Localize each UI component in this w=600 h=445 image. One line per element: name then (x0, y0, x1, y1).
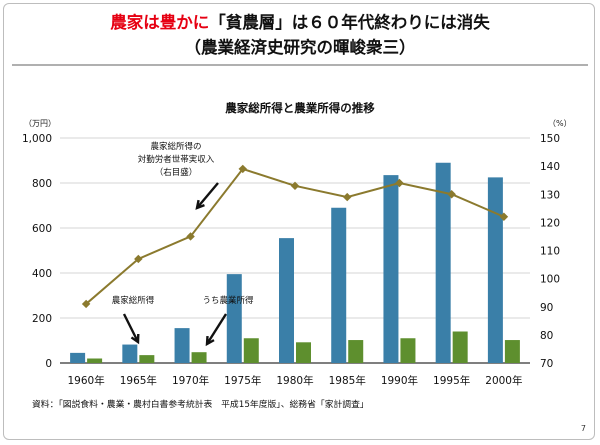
bar-farm-income (139, 355, 155, 363)
slide-title: 農家は豊かに「貧農層」は６０年代終わりには消失 (0, 9, 600, 33)
x-tick-label: 1995年 (433, 374, 470, 387)
title-divider (12, 64, 588, 66)
ratio-annotation-arrow-head (195, 199, 205, 210)
ratio-point (342, 192, 352, 202)
ratio-line-annotation: （右目盛） (155, 167, 198, 178)
x-tick-label: 1980年 (276, 374, 313, 387)
ratio-point (290, 181, 300, 191)
farm-income-arrow-head (205, 335, 215, 347)
bar-total-income (122, 344, 138, 363)
x-tick-label: 1960年 (67, 374, 104, 387)
right-tick-label: 80 (540, 330, 553, 342)
right-tick-label: 130 (540, 189, 560, 201)
slide-subtitle: （農業経済史研究の暉峻衆三） (184, 38, 416, 57)
bar-total-income (331, 207, 347, 363)
bar-farm-income (452, 331, 468, 363)
chart-title: 農家総所得と農業所得の推移 (225, 101, 375, 115)
x-tick-label: 1970年 (172, 374, 209, 387)
title-rest: 「貧農層」は６０年代終わりには消失 (209, 13, 490, 32)
total-income-annotation: 農家総所得 (112, 295, 155, 306)
x-tick-label: 1965年 (120, 374, 157, 387)
ratio-line-annotation: 農家総所得の (150, 141, 201, 152)
x-tick-label: 1990年 (381, 374, 418, 387)
left-tick-label: 200 (32, 313, 52, 325)
bar-total-income (383, 175, 399, 363)
bar-total-income (435, 162, 451, 363)
bar-total-income (70, 352, 86, 363)
ratio-point (186, 232, 195, 241)
bar-farm-income (400, 338, 416, 363)
right-tick-label: 150 (540, 133, 560, 145)
right-axis-unit: （%） (548, 119, 572, 128)
page-number: 7 (580, 424, 586, 433)
left-tick-label: 400 (32, 268, 52, 280)
bar-farm-income (191, 352, 207, 363)
ratio-point (395, 178, 404, 188)
bar-total-income (174, 328, 190, 363)
left-tick-label: 600 (32, 223, 52, 235)
bar-farm-income (348, 340, 364, 363)
ratio-point (238, 164, 248, 174)
farm-income-annotation: うち農業所得 (202, 295, 254, 306)
x-tick-label: 1985年 (329, 374, 366, 387)
left-tick-label: 0 (45, 358, 52, 370)
title-highlight: 農家は豊かに (110, 13, 210, 32)
bar-farm-income (243, 338, 259, 363)
source-note: 資料：「図説食料・農業・農村白書参考統計表 平成15年度版」、総務省「家計調査」 (32, 400, 369, 410)
left-axis-unit: （万円） (24, 119, 56, 128)
x-tick-label: 2000年 (485, 374, 522, 387)
right-tick-label: 100 (540, 274, 560, 286)
total-income-arrow-head (130, 333, 140, 345)
ratio-point (447, 190, 456, 199)
ratio-point (81, 299, 91, 309)
ratio-annotation-arrow (196, 182, 219, 209)
right-tick-label: 90 (540, 302, 553, 314)
total-income-arrow (122, 313, 140, 343)
right-tick-label: 110 (540, 246, 560, 258)
x-tick-label: 1975年 (224, 374, 261, 387)
ratio-line-annotation: 対勤労者世帯実収入 (138, 154, 215, 165)
bar-total-income (487, 177, 503, 363)
ratio-point (134, 254, 143, 264)
bar-total-income (226, 274, 242, 363)
bar-total-income (279, 238, 294, 363)
ratio-point (499, 212, 509, 221)
left-tick-label: 1,000 (22, 133, 52, 145)
bar-farm-income (87, 358, 103, 363)
left-tick-label: 800 (32, 178, 52, 190)
farm-income-arrow (205, 313, 228, 345)
right-tick-label: 70 (540, 358, 553, 370)
right-tick-label: 120 (540, 217, 560, 229)
right-tick-label: 140 (540, 161, 560, 173)
bar-farm-income (504, 340, 520, 363)
bar-farm-income (296, 342, 311, 363)
